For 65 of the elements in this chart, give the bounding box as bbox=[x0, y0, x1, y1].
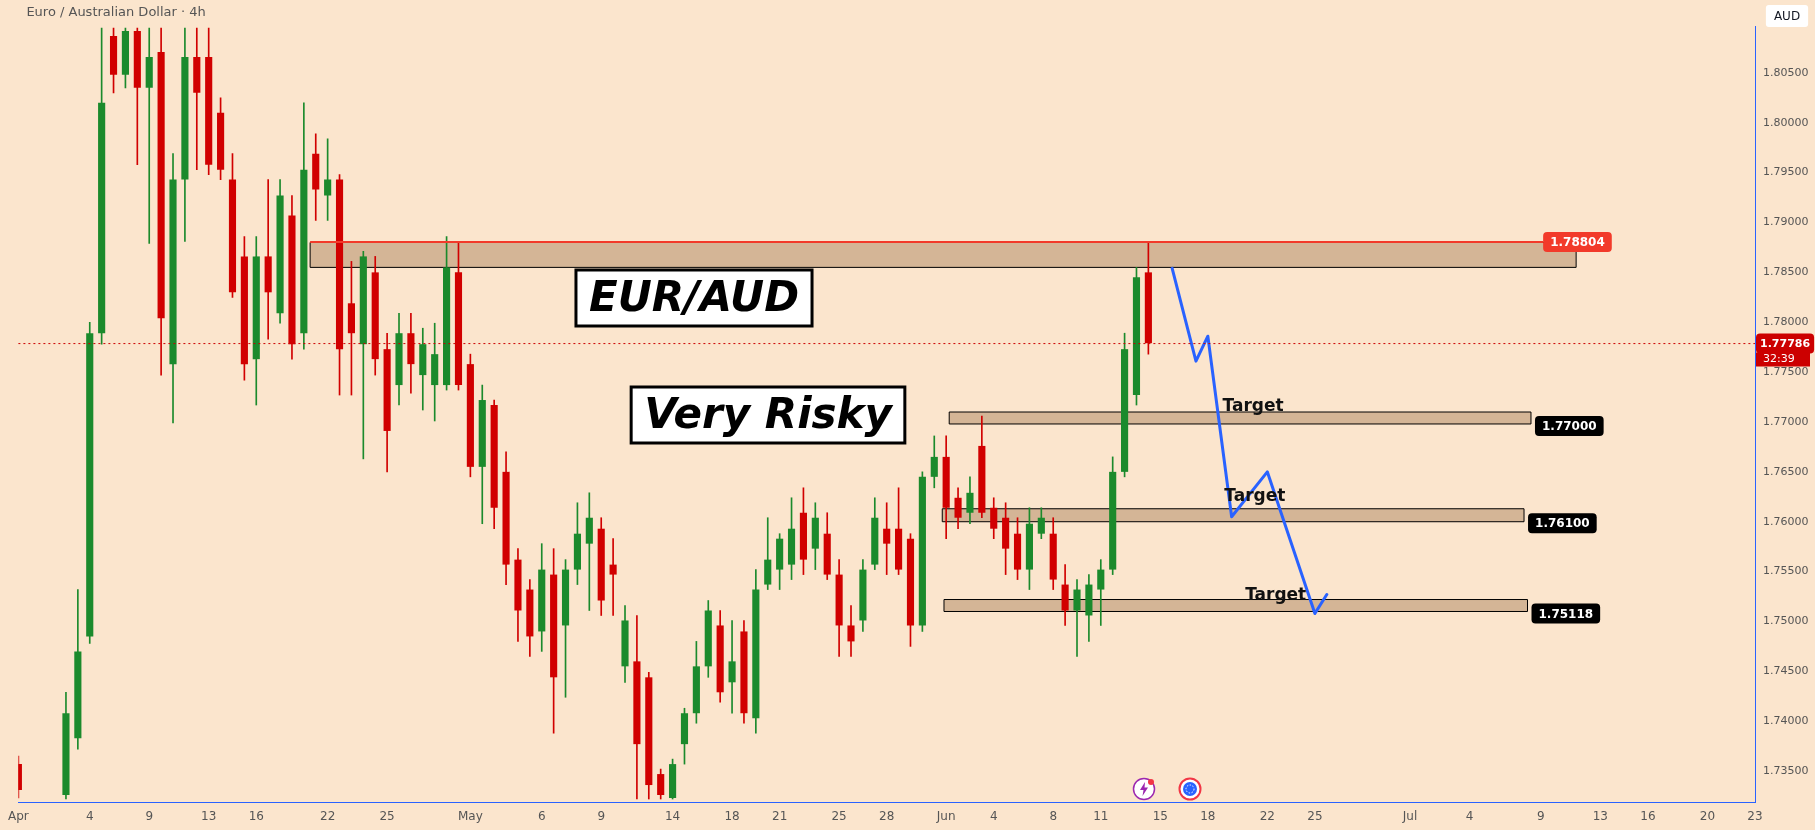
y-tick-label: 1.79500 bbox=[1763, 165, 1809, 179]
annotation: Target bbox=[1222, 395, 1284, 416]
x-tick-label: 25 bbox=[1307, 809, 1323, 824]
x-tick-label: 28 bbox=[879, 809, 895, 824]
ref-line-label: 1.78804 bbox=[1550, 235, 1605, 250]
x-tick-label: 4 bbox=[85, 809, 94, 824]
y-tick-label: 1.74000 bbox=[1763, 714, 1809, 728]
x-tick-label: 4 bbox=[1465, 809, 1474, 824]
x-tick-label: 15 bbox=[1152, 809, 1168, 824]
x-tick-label: Jun bbox=[935, 809, 956, 824]
candlestick bbox=[264, 179, 272, 340]
y-tick-label: 1.78500 bbox=[1763, 265, 1809, 279]
y-tick-label: 1.75500 bbox=[1763, 564, 1809, 578]
ref-line-label: 1.77786 bbox=[1760, 337, 1811, 351]
x-tick-label: 9 bbox=[1537, 809, 1545, 824]
x-tick-label: 22 bbox=[1259, 809, 1275, 824]
x-tick-label: 11 bbox=[1093, 809, 1109, 824]
x-tick-label: 13 bbox=[1592, 809, 1609, 824]
y-tick-label: 1.80500 bbox=[1763, 65, 1809, 79]
y-tick-label: 1.79000 bbox=[1763, 215, 1809, 229]
x-tick-label: 4 bbox=[989, 809, 998, 824]
x-tick-label: 25 bbox=[379, 809, 395, 824]
x-tick-label: 21 bbox=[772, 809, 788, 824]
candlestick bbox=[883, 502, 891, 575]
candlestick bbox=[585, 492, 593, 611]
x-tick-label: 23 bbox=[1747, 809, 1763, 824]
band-label: 1.76100 bbox=[1535, 516, 1590, 531]
candlestick bbox=[1073, 579, 1081, 657]
y-tick-label: 1.76500 bbox=[1763, 464, 1809, 478]
y-tick-label: 1.73500 bbox=[1763, 763, 1809, 777]
band-label: 1.75118 bbox=[1538, 606, 1594, 621]
candlestick bbox=[728, 620, 736, 714]
x-tick-label: 16 bbox=[1640, 809, 1656, 824]
annotation: EUR/AUD bbox=[588, 271, 800, 321]
x-tick-label: 18 bbox=[1200, 809, 1216, 824]
y-tick-label: 1.76000 bbox=[1763, 514, 1809, 528]
x-tick-label: 20 bbox=[1699, 809, 1716, 824]
x-tick-label: 22 bbox=[320, 809, 336, 824]
y-tick-label: 1.74500 bbox=[1763, 664, 1809, 678]
annotation: Target bbox=[1245, 583, 1307, 604]
y-tick-label: 1.75000 bbox=[1763, 614, 1809, 628]
x-tick-label: 18 bbox=[724, 809, 740, 824]
y-tick-label: 1.80000 bbox=[1763, 115, 1809, 129]
x-tick-label: 9 bbox=[145, 809, 154, 824]
x-tick-label: Jul bbox=[1401, 809, 1418, 824]
x-tick-label: May bbox=[457, 809, 483, 824]
annotation: Very Risky bbox=[644, 388, 894, 438]
x-tick-label: 8 bbox=[1049, 809, 1058, 824]
x-tick-label: 25 bbox=[831, 809, 847, 824]
x-tick-label: 14 bbox=[664, 809, 681, 824]
x-tick-label: Apr bbox=[8, 809, 29, 824]
x-tick-label: 9 bbox=[597, 809, 606, 824]
x-tick-label: 13 bbox=[201, 809, 217, 824]
candlestick bbox=[193, 27, 201, 170]
candlestick bbox=[609, 538, 617, 616]
band-label: 1.77000 bbox=[1541, 419, 1597, 434]
y-tick-label: 1.77000 bbox=[1763, 414, 1809, 428]
y-tick-label: 1.78000 bbox=[1763, 315, 1809, 329]
y-tick-label: 1.77500 bbox=[1763, 364, 1809, 378]
x-tick-label: 16 bbox=[248, 809, 264, 824]
text: 32:39 bbox=[1763, 352, 1795, 366]
candlestick bbox=[145, 27, 153, 244]
chart-title: Euro / Australian Dollar · 4h bbox=[26, 4, 206, 20]
x-tick-label: 6 bbox=[537, 809, 546, 824]
text: AUD bbox=[1773, 9, 1801, 24]
